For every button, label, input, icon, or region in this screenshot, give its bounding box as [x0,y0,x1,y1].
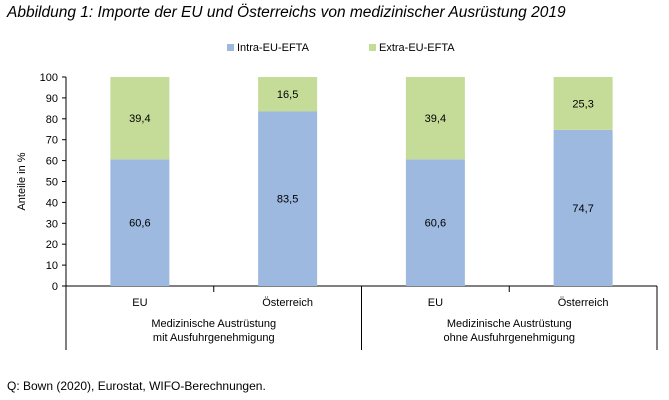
y-tick-label: 40 [46,197,58,209]
y-tick-label: 20 [46,239,58,251]
y-tick-label: 100 [40,72,58,84]
bar-extra-eu-efta [110,77,170,160]
data-label: 39,4 [129,113,150,125]
data-label: 74,7 [572,203,593,215]
group-label: ohne Ausfuhrgenehmigung [444,332,576,344]
y-tick-label: 30 [46,218,58,230]
bar-intra-eu-efta [553,129,613,286]
y-tick-label: 0 [52,281,58,293]
y-axis-label: Anteile in % [16,152,28,210]
data-label: 25,3 [572,98,593,110]
y-tick-label: 50 [46,177,58,189]
legend-swatch [369,44,376,51]
x-category-label: Österreich [558,297,609,309]
group-label: Medizinische Austrüstung [151,318,276,330]
data-label: 39,4 [425,113,446,125]
y-tick-label: 60 [46,156,58,168]
x-category-label: EU [132,297,147,309]
bar-extra-eu-efta [258,77,318,112]
x-category-label: EU [428,297,443,309]
bar-extra-eu-efta [553,77,613,130]
y-tick-label: 90 [46,93,58,105]
legend-swatch [227,44,234,51]
data-label: 60,6 [425,218,446,230]
y-tick-label: 70 [46,135,58,147]
legend-label: Intra-EU-EFTA [237,42,310,54]
x-category-label: Österreich [262,297,313,309]
chart-title: Abbildung 1: Importe der EU und Österrei… [7,4,566,21]
y-tick-label: 80 [46,114,58,126]
legend-label: Extra-EU-EFTA [379,42,455,54]
group-label: Medizinische Austrüstung [447,318,572,330]
data-label: 83,5 [277,194,298,206]
group-label: mit Ausfuhrgenehmigung [153,332,275,344]
data-label: 16,5 [277,89,298,101]
bar-extra-eu-efta [405,77,465,160]
bar-intra-eu-efta [405,159,465,286]
bar-intra-eu-efta [258,111,318,286]
bar-intra-eu-efta [110,159,170,286]
y-tick-label: 10 [46,260,58,272]
source-note: Q: Bown (2020), Eurostat, WIFO-Berechnun… [7,379,266,393]
data-label: 60,6 [129,218,150,230]
